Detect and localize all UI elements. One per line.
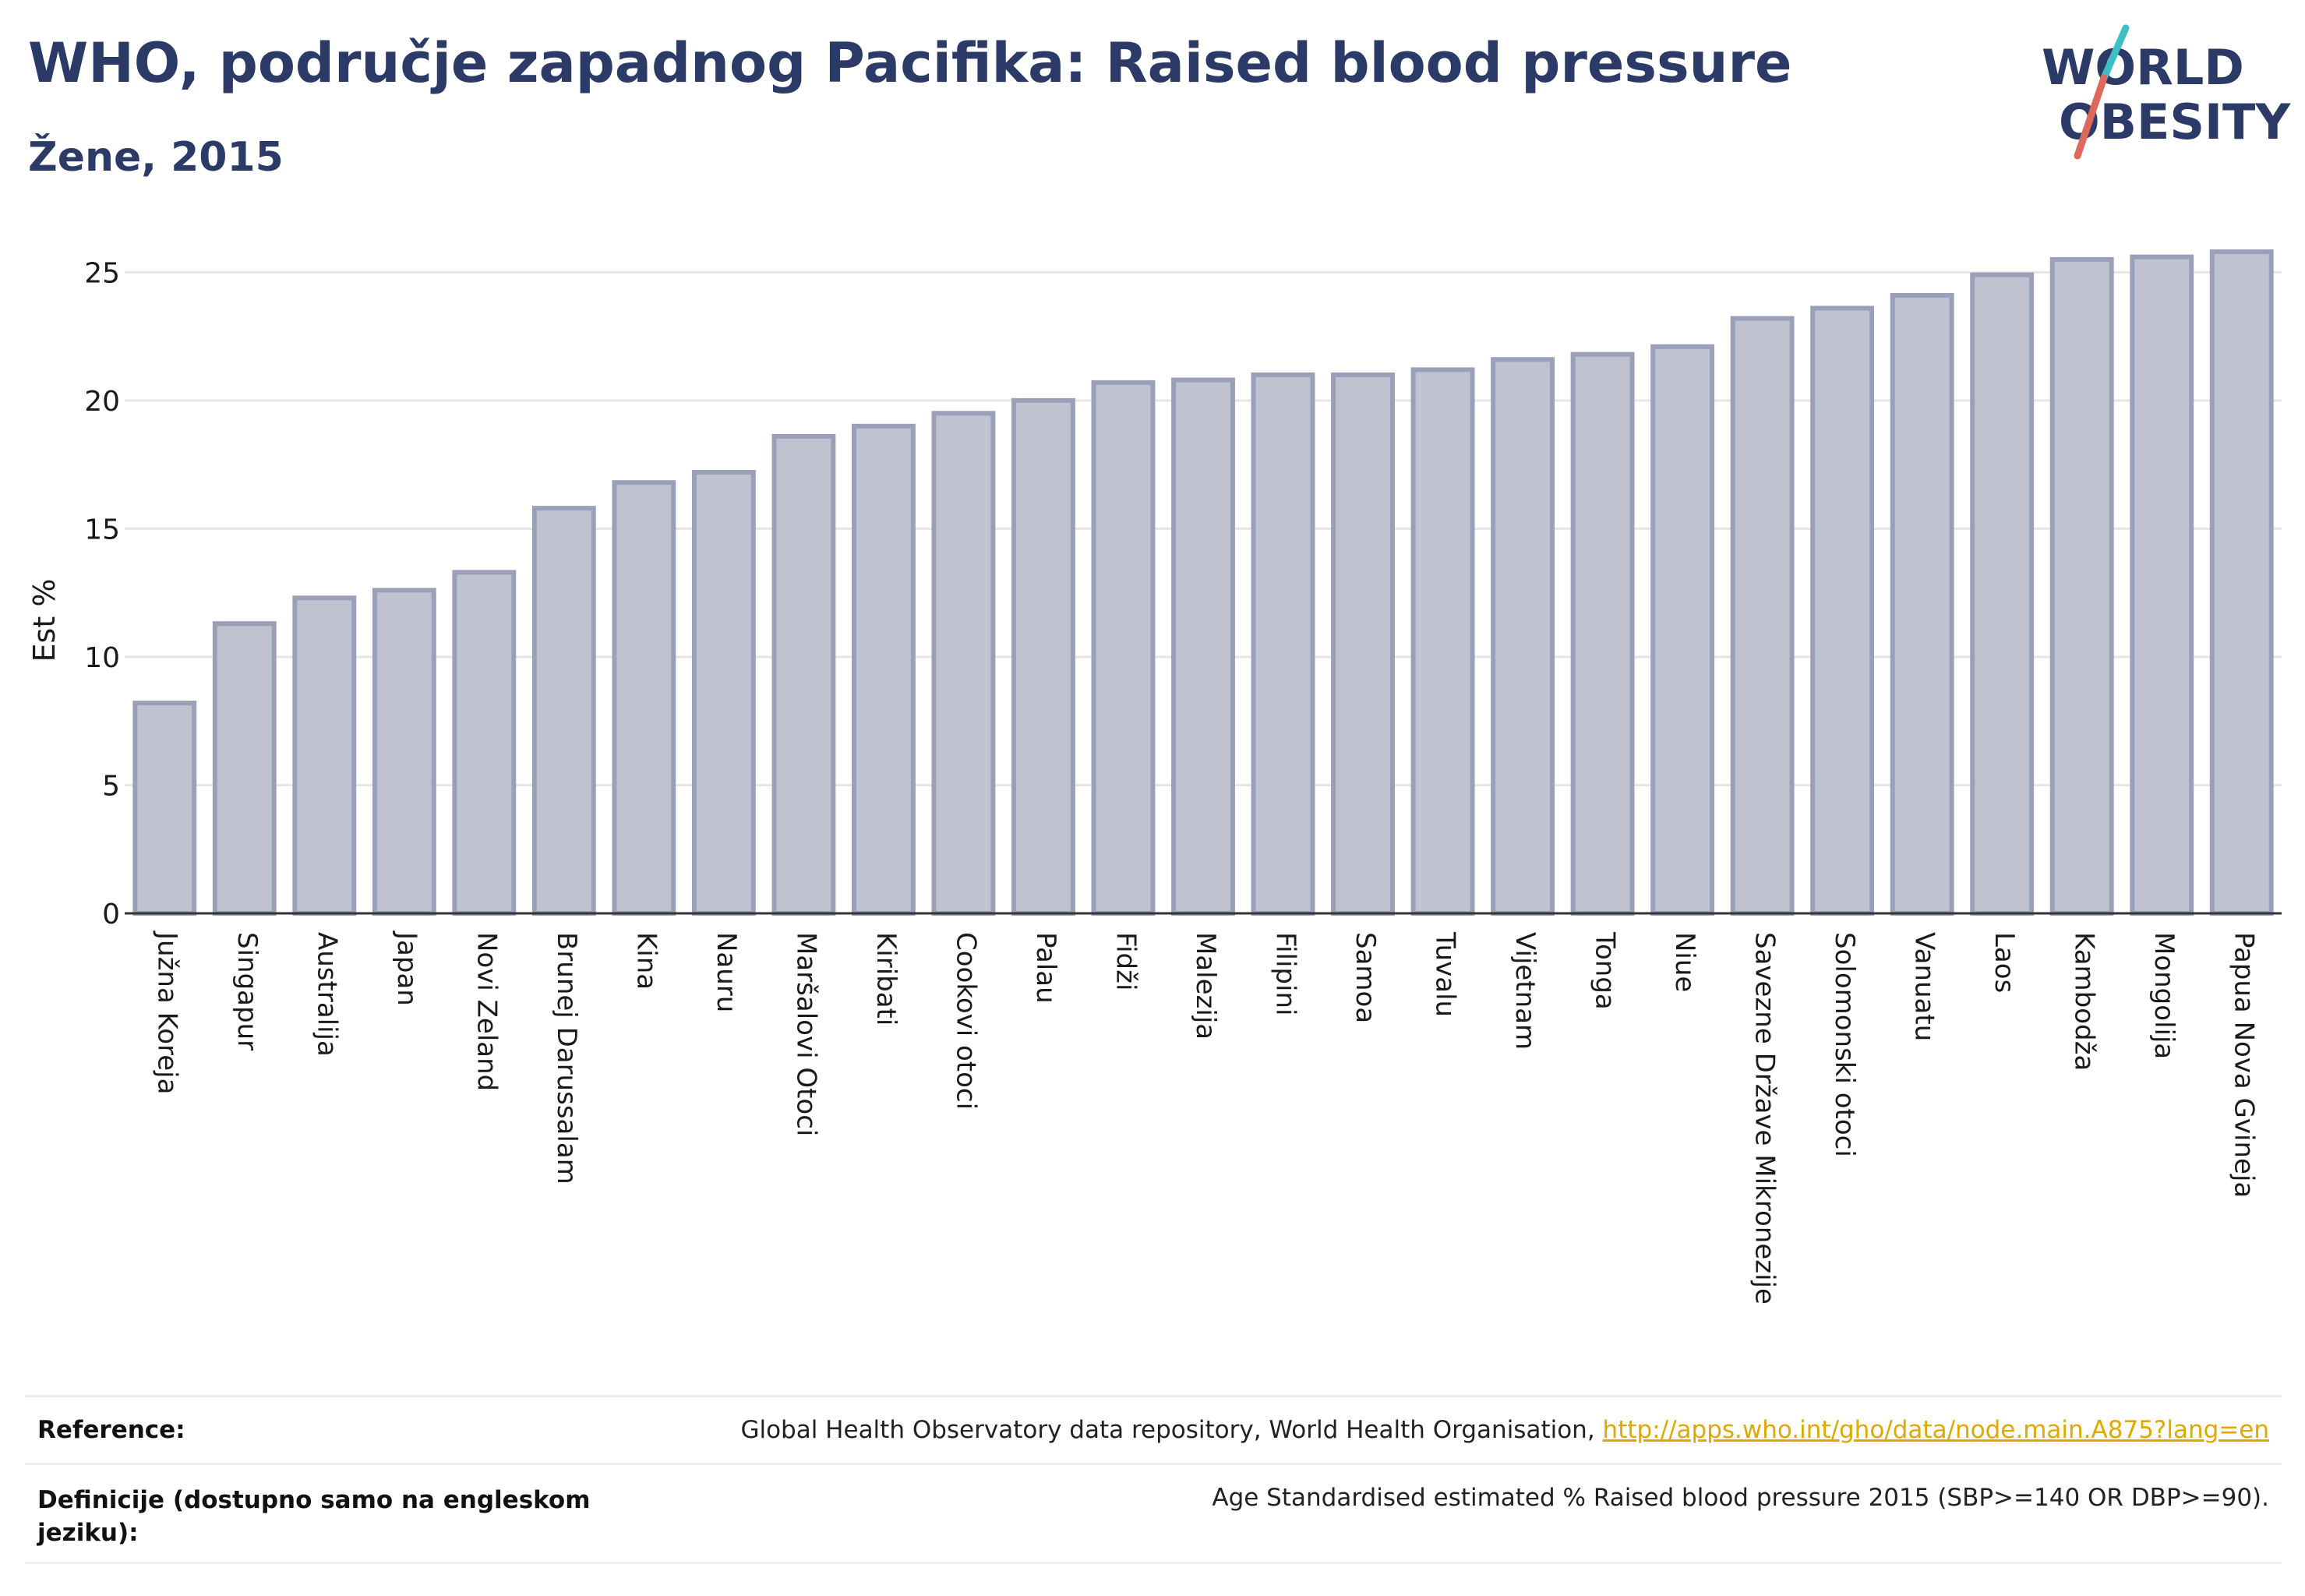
bar[interactable]	[132, 701, 197, 916]
bar[interactable]	[1410, 367, 1475, 916]
x-tick-label: Solomonski otoci	[1829, 932, 1860, 1157]
bar[interactable]	[1570, 351, 1635, 916]
x-tick-label: Tuvalu	[1430, 931, 1461, 1017]
x-tick-label: Južna Koreja	[151, 930, 182, 1094]
bar[interactable]	[2049, 256, 2114, 916]
reference-link[interactable]: http://apps.who.int/gho/data/node.main.A…	[1602, 1416, 2269, 1444]
bar[interactable]	[1011, 397, 1075, 916]
x-tick-label: Tonga	[1590, 931, 1621, 1010]
x-tick-label: Palau	[1030, 932, 1061, 1004]
bar[interactable]	[1810, 305, 1875, 916]
y-tick-label: 5	[102, 770, 120, 802]
bar[interactable]	[1091, 380, 1156, 916]
bar[interactable]	[1650, 344, 1715, 916]
x-tick-label: Novi Zeland	[471, 932, 502, 1091]
x-tick-label: Vijetnam	[1509, 932, 1541, 1050]
x-tick-label: Maršalovi Otoci	[790, 932, 821, 1136]
definitions-label-line2: jeziku):	[37, 1519, 139, 1547]
logo-accent-red	[2074, 74, 2108, 160]
definitions-row: Definicije (dostupno samo na engleskom j…	[25, 1463, 2282, 1564]
x-tick-label: Mongolija	[2148, 932, 2180, 1059]
y-tick-label: 10	[84, 642, 120, 674]
reference-value: Global Health Observatory data repositor…	[740, 1416, 2269, 1444]
x-tick-label: Samoa	[1350, 932, 1381, 1023]
bar[interactable]	[1331, 372, 1395, 916]
x-tick-label: Kiribati	[870, 932, 902, 1026]
bars	[132, 249, 2274, 916]
y-tick-label: 25	[84, 257, 120, 289]
bar[interactable]	[531, 506, 596, 916]
bar[interactable]	[612, 480, 676, 916]
x-tick-label: Papua Nova Gvineja	[2229, 932, 2260, 1198]
x-tick-label: Fidži	[1110, 932, 1141, 990]
y-tick-label: 15	[84, 514, 120, 546]
bar[interactable]	[372, 588, 436, 916]
chart-title: WHO, područje zapadnog Pacifika: Raised …	[28, 31, 1792, 95]
x-tick-label: Niue	[1669, 932, 1700, 992]
y-axis-ticks: 0 5 10 15 20 25	[84, 257, 120, 930]
bar[interactable]	[1890, 292, 1954, 916]
x-tick-label: Brunej Darussalam	[551, 932, 582, 1185]
x-tick-label: Filipini	[1270, 932, 1301, 1015]
bar[interactable]	[452, 570, 517, 916]
x-tick-label: Singapur	[231, 932, 263, 1050]
x-axis-ticks: Južna Koreja Singapur Australija Japan Novi …	[151, 930, 2259, 1305]
definitions-value: Age Standardised estimated % Raised bloo…	[1212, 1484, 2269, 1512]
x-tick-label: Kambodža	[2069, 932, 2100, 1071]
x-tick-label: Vanuatu	[1909, 932, 1940, 1041]
reference-row: Reference: Global Health Observatory dat…	[25, 1395, 2282, 1463]
bar[interactable]	[1251, 372, 1315, 916]
logo-line1: WORLD	[2042, 39, 2244, 96]
bar[interactable]	[292, 595, 357, 916]
bar[interactable]	[931, 411, 996, 916]
x-tick-label: Malezija	[1190, 932, 1221, 1040]
chart-subtitle: Žene, 2015	[28, 134, 284, 181]
definitions-label: Definicije (dostupno samo na engleskom j…	[37, 1484, 591, 1549]
bar[interactable]	[851, 423, 916, 916]
reference-label: Reference:	[37, 1416, 185, 1444]
bar[interactable]	[771, 433, 836, 916]
bar[interactable]	[2130, 254, 2194, 916]
x-tick-label: Laos	[1989, 932, 2020, 993]
bar[interactable]	[1491, 357, 1555, 916]
x-tick-label: Nauru	[711, 932, 742, 1012]
bar-chart: 0 5 10 15 20 25 Južna Koreja Singapur Australij…	[27, 249, 2282, 1305]
reference-table: Reference: Global Health Observatory dat…	[25, 1395, 2282, 1564]
x-tick-label: Australija	[311, 932, 342, 1057]
bar[interactable]	[1970, 272, 2035, 916]
definitions-label-line1: Definicije (dostupno samo na engleskom	[37, 1486, 591, 1514]
y-axis-label: Est %	[27, 579, 62, 662]
logo-accent-teal	[2100, 24, 2130, 82]
y-tick-label: 0	[102, 899, 120, 930]
bar[interactable]	[212, 621, 277, 916]
x-tick-label: Japan	[391, 930, 422, 1006]
x-tick-label: Cookovi otoci	[950, 932, 981, 1110]
bar[interactable]	[1730, 316, 1795, 916]
reference-text: Global Health Observatory data repositor…	[740, 1416, 1603, 1444]
bar[interactable]	[2209, 249, 2274, 916]
bar[interactable]	[1171, 377, 1235, 916]
bar[interactable]	[691, 470, 756, 916]
x-tick-label: Kina	[630, 932, 662, 990]
world-obesity-logo: WORLD OBESITY	[2042, 24, 2291, 160]
y-tick-label: 20	[84, 386, 120, 418]
x-tick-label: Savezne Države Mikronezije	[1749, 932, 1781, 1305]
